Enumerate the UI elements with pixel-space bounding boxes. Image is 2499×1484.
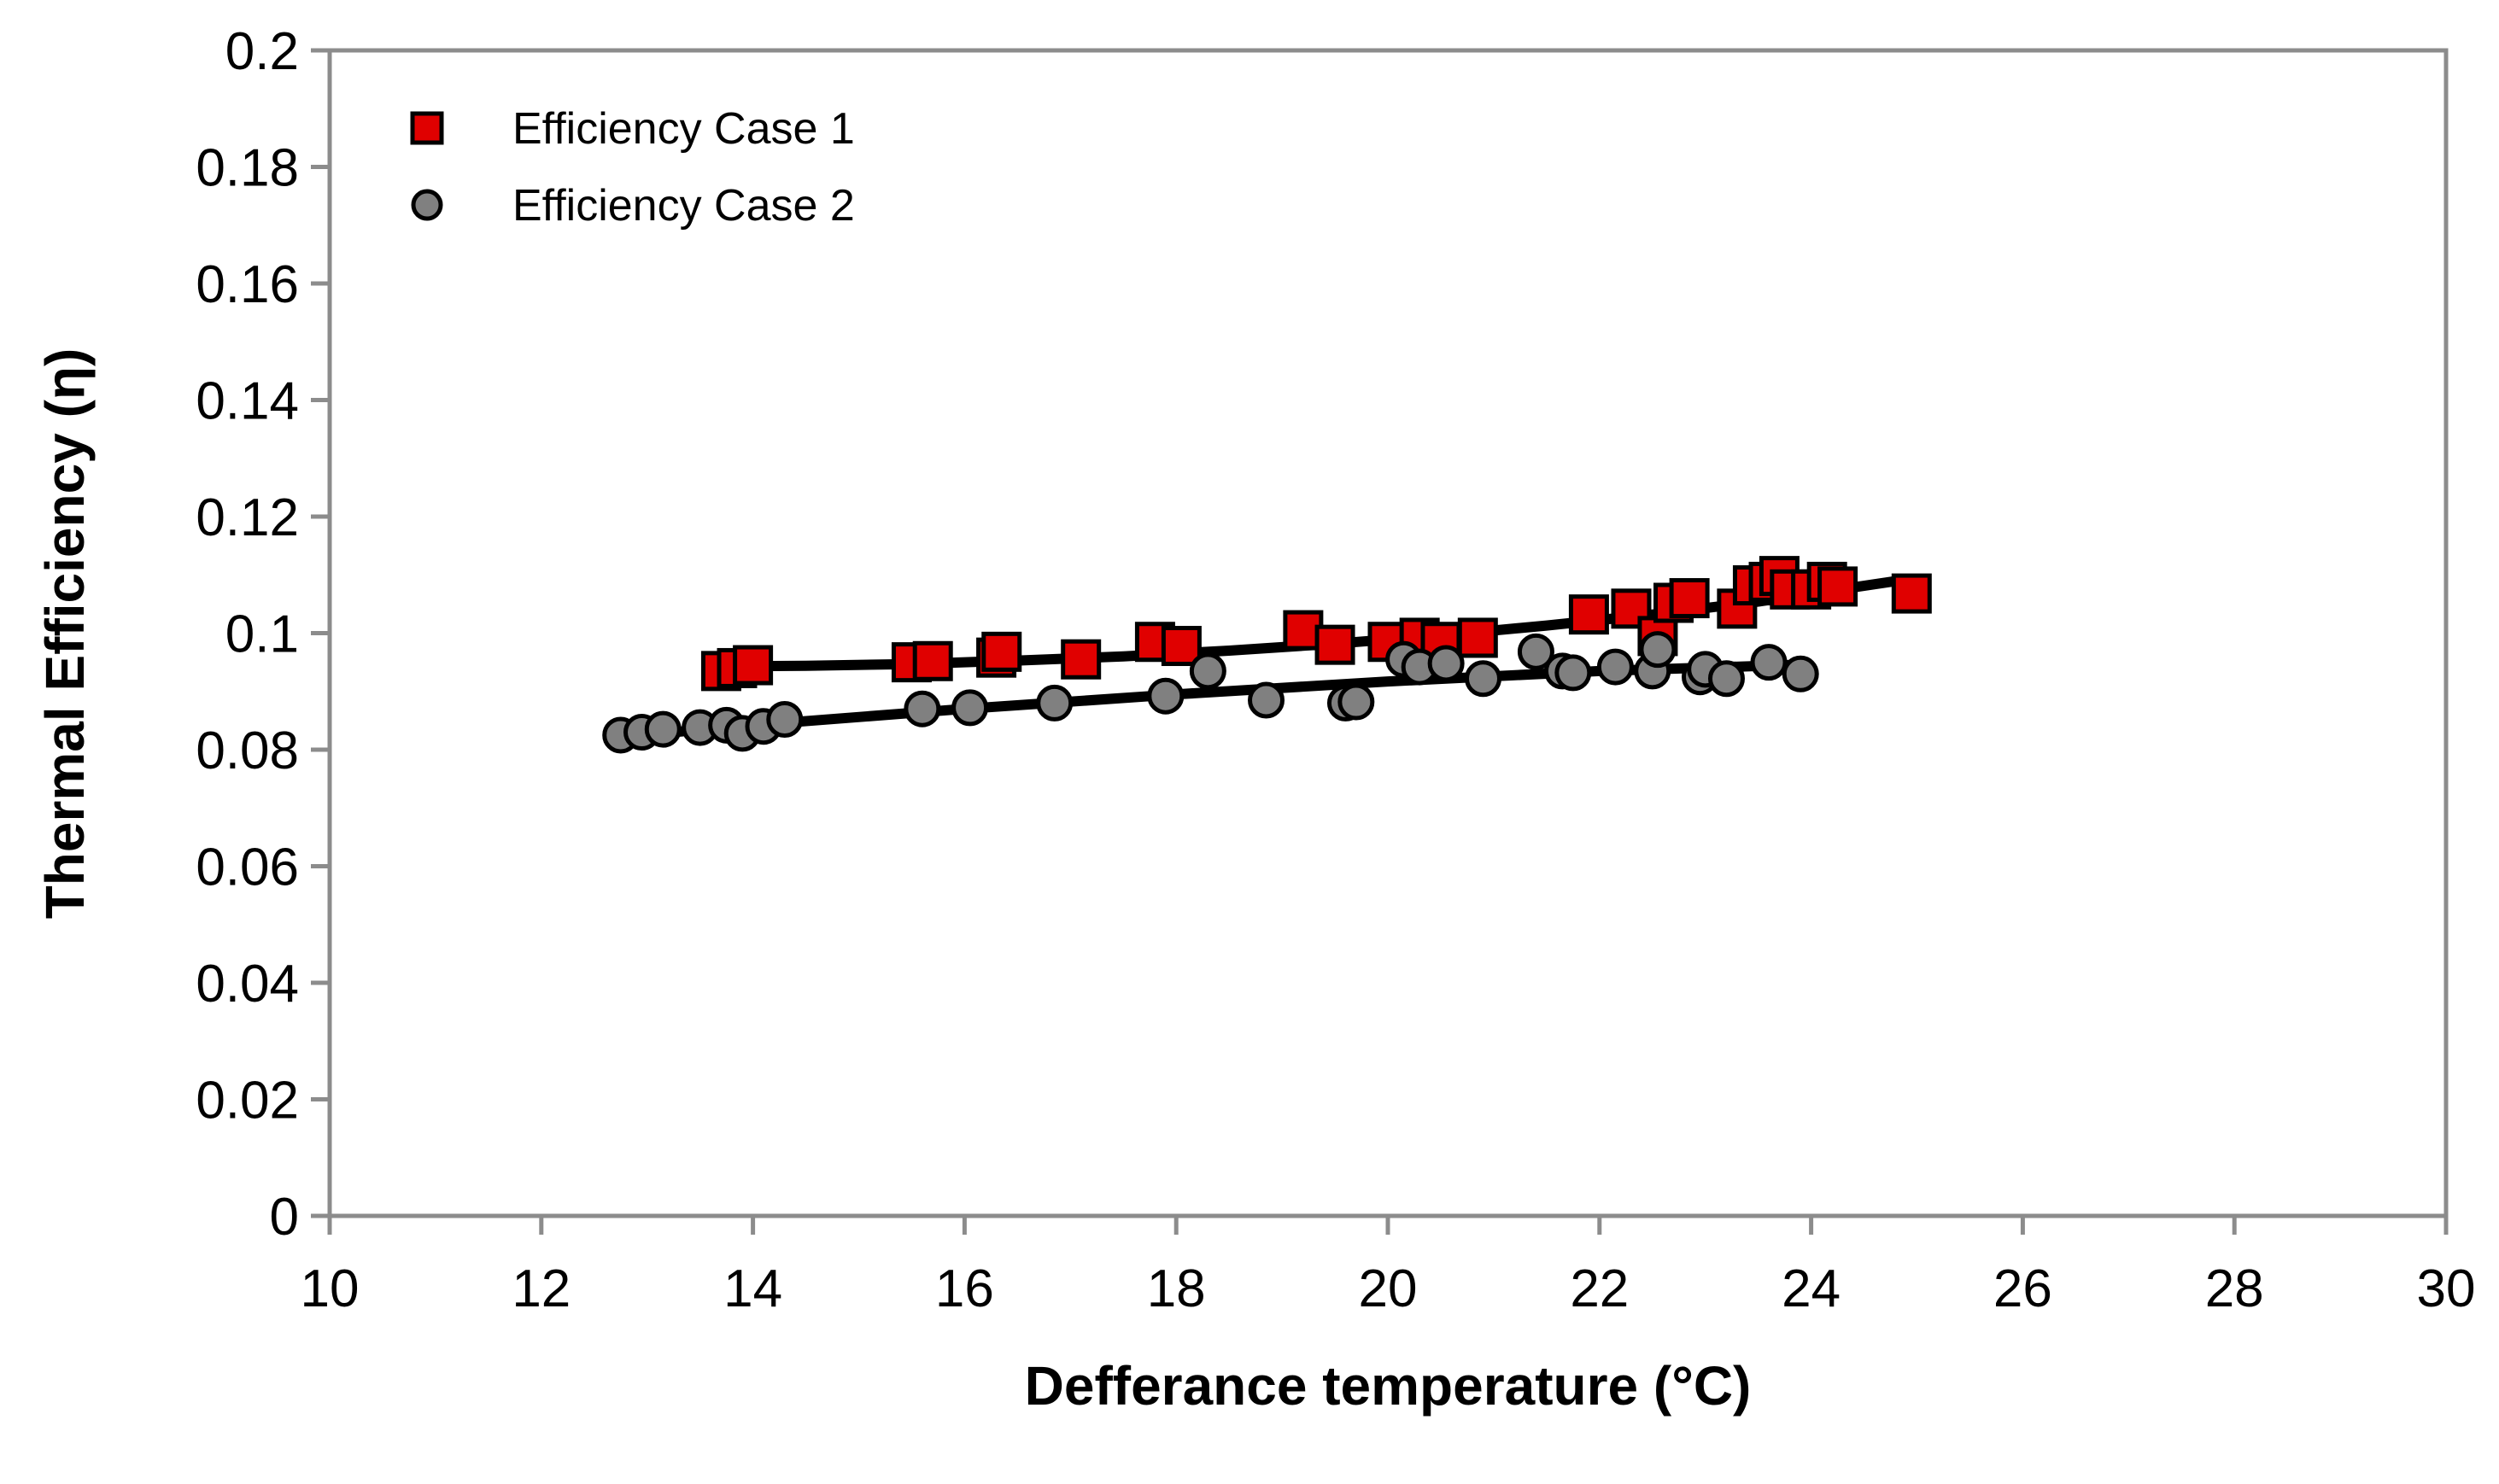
y-tick-label: 0.02 <box>196 1072 299 1131</box>
data-point-case2 <box>1750 644 1788 681</box>
data-point-case1 <box>981 631 1022 672</box>
data-point-case2 <box>1782 655 1819 692</box>
data-point-case1 <box>1061 639 1102 680</box>
y-tick-label: 0.18 <box>196 139 299 198</box>
x-tick-label: 12 <box>512 1259 571 1318</box>
data-point-case2 <box>1248 681 1285 719</box>
y-tick-label: 0 <box>270 1188 299 1247</box>
x-tick-label: 18 <box>1147 1259 1206 1318</box>
legend-label-case2: Efficiency Case 2 <box>512 181 855 231</box>
legend-label-case1: Efficiency Case 1 <box>512 104 855 154</box>
x-tick-label: 30 <box>2417 1259 2476 1318</box>
data-point-case2 <box>904 690 941 727</box>
data-point-case2 <box>1596 648 1634 686</box>
x-axis-title: Defferance temperature (°C) <box>1025 1355 1752 1417</box>
data-point-case1 <box>1891 573 1932 614</box>
y-tick-label: 0.1 <box>225 605 299 664</box>
data-point-case1 <box>912 640 953 681</box>
y-tick-label: 0.2 <box>225 22 299 81</box>
legend-marker-case1 <box>410 111 444 145</box>
y-tick-label: 0.12 <box>196 488 299 547</box>
data-point-case1 <box>1457 617 1498 658</box>
x-tick-label: 14 <box>723 1259 782 1318</box>
data-point-case2 <box>1554 654 1592 692</box>
data-point-case2 <box>1427 645 1465 682</box>
y-axis-title: Thermal Efficiency (η) <box>34 348 96 920</box>
data-point-case2 <box>1189 652 1226 690</box>
data-point-case1 <box>733 645 774 686</box>
data-point-case1 <box>1817 566 1858 607</box>
x-tick-label: 10 <box>301 1259 360 1318</box>
x-tick-label: 22 <box>1570 1259 1629 1318</box>
data-point-case2 <box>1517 633 1554 670</box>
x-tick-label: 24 <box>1782 1259 1841 1318</box>
data-point-case2 <box>1337 683 1375 721</box>
x-tick-label: 26 <box>1993 1259 2052 1318</box>
data-point-case1 <box>1161 626 1202 667</box>
data-point-case2 <box>766 701 804 739</box>
legend-marker-case2 <box>411 189 443 221</box>
y-tick-label: 0.08 <box>196 722 299 780</box>
x-tick-label: 16 <box>935 1259 994 1318</box>
y-tick-label: 0.16 <box>196 255 299 314</box>
y-tick-label: 0.14 <box>196 372 299 431</box>
data-point-case2 <box>1465 660 1502 698</box>
data-point-case2 <box>1147 677 1185 715</box>
legend: Efficiency Case 1 Efficiency Case 2 <box>410 104 855 231</box>
data-point-case1 <box>1568 594 1609 635</box>
data-point-case2 <box>1639 631 1677 669</box>
y-tick-label: 0.06 <box>196 838 299 897</box>
data-point-case2 <box>1707 660 1745 698</box>
data-point-case1 <box>1669 578 1710 619</box>
data-point-case2 <box>951 689 989 727</box>
x-tick-label: 20 <box>1359 1259 1418 1318</box>
data-point-case2 <box>1036 684 1074 722</box>
data-points <box>602 556 1932 754</box>
axis-ticks: 10 12 14 16 18 20 22 24 26 28 30 0 0.02 0.04 0.06 0.08 0… <box>196 22 2475 1318</box>
y-tick-label: 0.04 <box>196 955 299 1014</box>
data-point-case2 <box>644 710 682 748</box>
data-point-case1 <box>1314 624 1355 665</box>
x-tick-label: 28 <box>2205 1259 2264 1318</box>
